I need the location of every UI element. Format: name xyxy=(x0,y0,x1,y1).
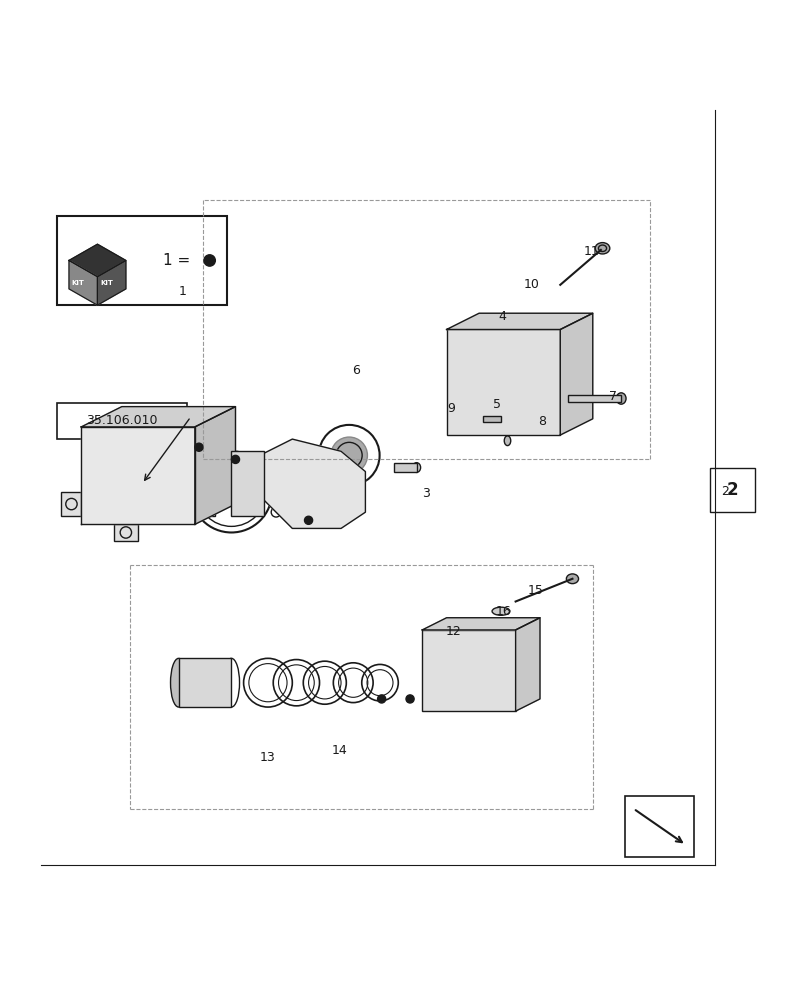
Text: 3: 3 xyxy=(422,487,430,500)
Text: 1: 1 xyxy=(178,285,187,298)
Bar xyxy=(114,524,138,541)
Ellipse shape xyxy=(566,574,577,584)
Polygon shape xyxy=(69,244,126,277)
Bar xyxy=(422,630,515,711)
Circle shape xyxy=(304,516,312,524)
Circle shape xyxy=(120,413,131,424)
Polygon shape xyxy=(81,427,195,524)
Bar xyxy=(57,403,187,439)
Ellipse shape xyxy=(504,436,510,446)
Circle shape xyxy=(231,455,239,463)
Bar xyxy=(61,492,81,516)
Text: 5: 5 xyxy=(492,398,500,411)
Circle shape xyxy=(66,498,77,510)
Circle shape xyxy=(120,527,131,538)
Bar xyxy=(710,468,754,512)
Polygon shape xyxy=(515,618,539,711)
Bar xyxy=(231,451,264,516)
Circle shape xyxy=(406,695,414,703)
Ellipse shape xyxy=(412,463,420,472)
Bar xyxy=(483,416,500,422)
Circle shape xyxy=(195,443,203,451)
Polygon shape xyxy=(81,407,235,427)
Circle shape xyxy=(199,498,210,510)
Text: 10: 10 xyxy=(523,278,539,291)
Polygon shape xyxy=(560,313,592,435)
Bar xyxy=(178,658,231,707)
Text: 35.106.010: 35.106.010 xyxy=(86,414,157,427)
Bar xyxy=(195,492,215,516)
Bar xyxy=(624,796,693,857)
Text: 7: 7 xyxy=(608,390,616,403)
Text: 8: 8 xyxy=(538,415,546,428)
Text: 14: 14 xyxy=(331,744,347,757)
Bar xyxy=(446,329,560,435)
Text: 2: 2 xyxy=(720,485,728,498)
Ellipse shape xyxy=(331,437,367,474)
Bar xyxy=(57,216,227,305)
Ellipse shape xyxy=(491,607,509,615)
Bar xyxy=(393,463,416,472)
Text: KIT: KIT xyxy=(71,280,84,286)
Text: 12: 12 xyxy=(444,625,461,638)
Bar xyxy=(568,395,620,402)
Text: 1 =: 1 = xyxy=(162,253,195,268)
Text: KIT: KIT xyxy=(100,280,113,286)
Ellipse shape xyxy=(594,243,609,254)
Circle shape xyxy=(377,695,385,703)
Polygon shape xyxy=(260,439,365,528)
Circle shape xyxy=(204,255,215,266)
Text: 9: 9 xyxy=(447,402,455,415)
Text: 6: 6 xyxy=(351,364,359,377)
Polygon shape xyxy=(97,260,126,305)
Polygon shape xyxy=(195,407,235,524)
Ellipse shape xyxy=(493,372,513,392)
Bar xyxy=(114,411,138,427)
Polygon shape xyxy=(446,313,592,329)
Text: 4: 4 xyxy=(497,310,505,323)
Text: 15: 15 xyxy=(527,584,543,597)
Text: 13: 13 xyxy=(260,751,276,764)
Ellipse shape xyxy=(616,393,625,404)
Polygon shape xyxy=(422,618,539,630)
Text: 16: 16 xyxy=(495,605,511,618)
Ellipse shape xyxy=(170,658,187,707)
Text: 2: 2 xyxy=(726,481,738,499)
Text: 11: 11 xyxy=(582,245,599,258)
Polygon shape xyxy=(69,260,97,305)
